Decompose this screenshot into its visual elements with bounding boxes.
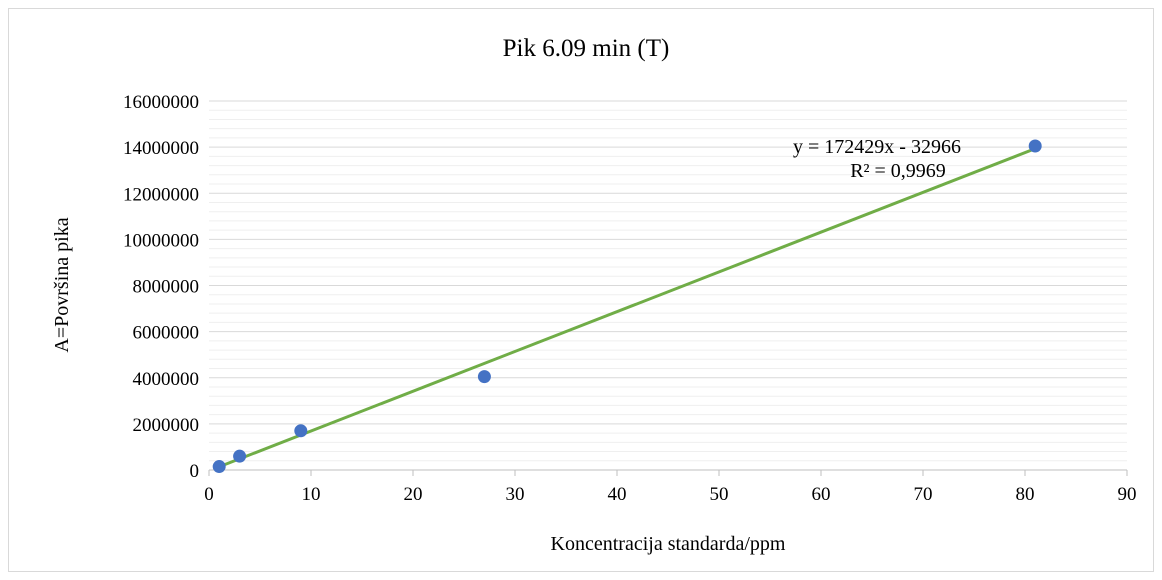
chart-frame: [8, 8, 1154, 572]
x-tick-label: 10: [302, 484, 321, 505]
y-tick-label: 10000000: [123, 230, 199, 251]
trendline: [218, 147, 1036, 469]
data-point: [233, 449, 247, 463]
x-tick-label: 20: [404, 484, 423, 505]
y-tick-label: 12000000: [123, 184, 199, 205]
y-axis-label: A=Površina pika: [51, 217, 73, 352]
major-gridlines: [209, 100, 1127, 425]
trendline-r-squared: R² = 0,9969: [850, 160, 946, 182]
y-tick-label: 0: [190, 461, 200, 482]
x-tick-label: 50: [710, 484, 729, 505]
data-point: [294, 424, 308, 438]
chart-title: Pik 6.09 min (T): [503, 35, 670, 62]
x-tick-label: 30: [506, 484, 525, 505]
x-tick-label: 40: [608, 484, 627, 505]
trendline-equation: y = 172429x - 32966: [793, 136, 961, 158]
y-tick-label: 6000000: [133, 323, 200, 344]
x-tick-labels: 0 10 20 30 40 50 60 70 80 90: [204, 484, 1136, 505]
y-tick-label: 16000000: [123, 92, 199, 113]
data-points: [212, 139, 1042, 474]
data-point: [1028, 139, 1042, 153]
axes: [208, 469, 1128, 476]
y-tick-labels: 0 2000000 4000000 6000000 8000000 10000000 120…: [123, 92, 199, 482]
y-tick-label: 14000000: [123, 138, 199, 159]
y-tick-label: 2000000: [133, 415, 200, 436]
data-point: [477, 370, 491, 384]
y-tick-label: 4000000: [133, 369, 200, 390]
x-tick-label: 0: [204, 484, 214, 505]
trendline-group: [218, 147, 1036, 469]
x-tick-label: 60: [812, 484, 831, 505]
x-axis-label: Koncentracija standarda/ppm: [551, 533, 786, 555]
x-tick-label: 70: [914, 484, 933, 505]
minor-gridlines: [209, 109, 1127, 462]
x-tick-label: 90: [1118, 484, 1137, 505]
x-tick-label: 80: [1016, 484, 1035, 505]
data-point: [212, 460, 226, 474]
y-tick-label: 8000000: [133, 277, 200, 298]
